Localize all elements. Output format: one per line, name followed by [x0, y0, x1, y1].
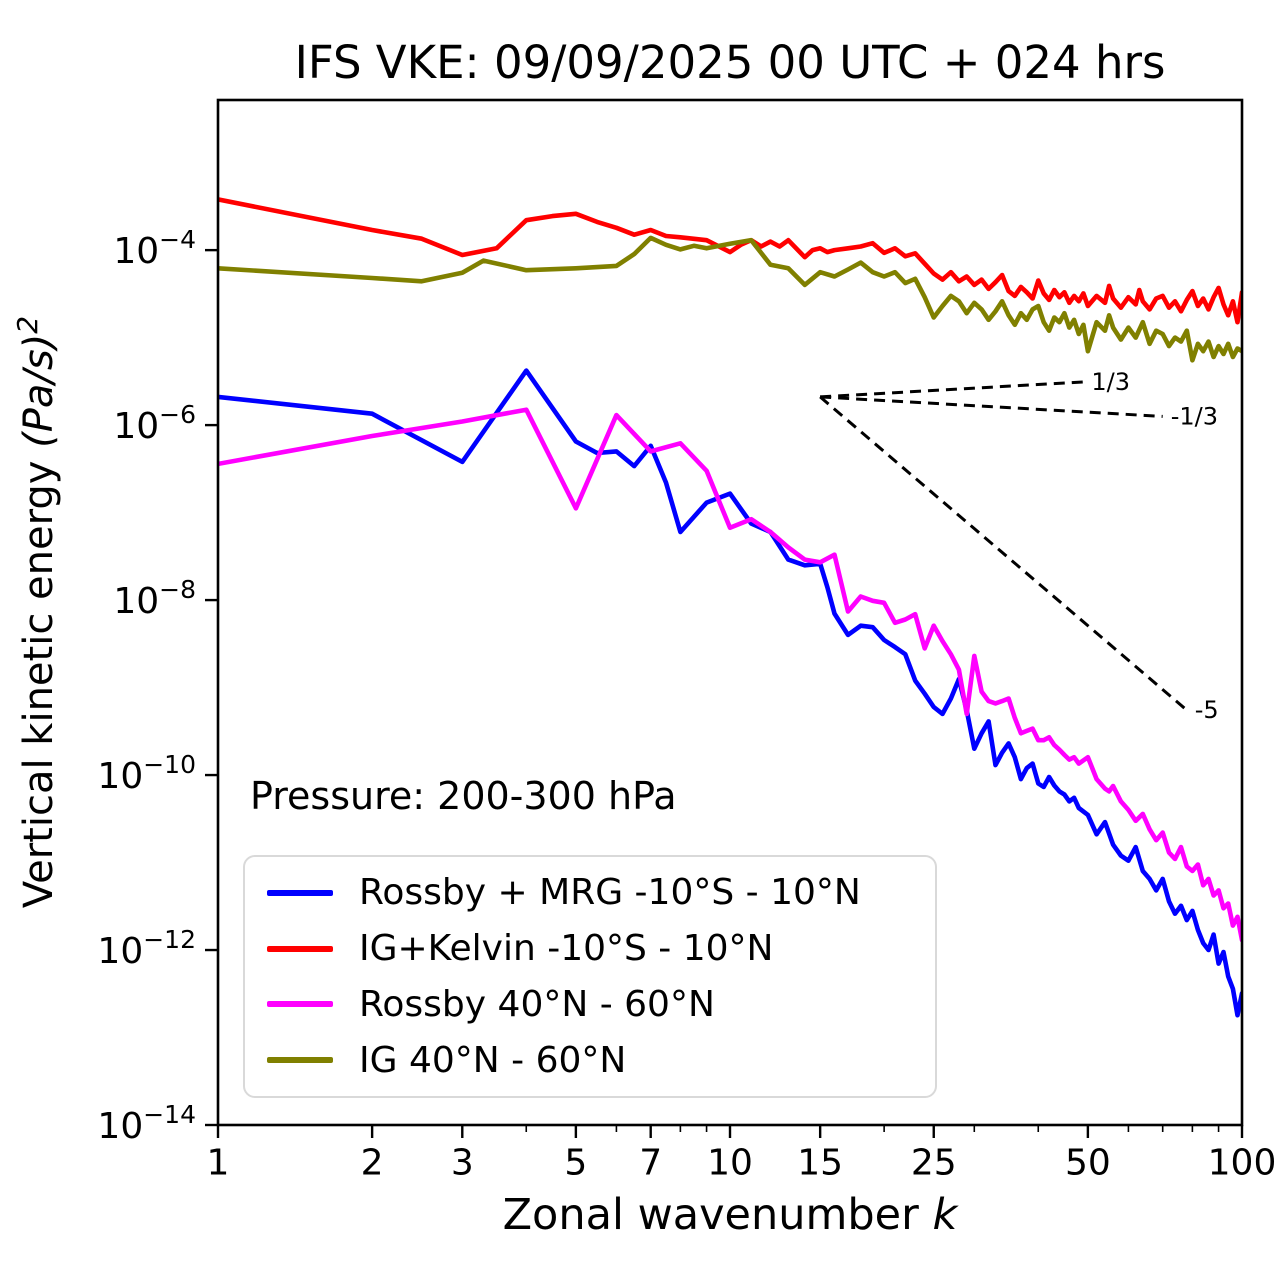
y-tick-label: 10−4 — [113, 225, 196, 272]
slope-line--1/3 — [820, 395, 1163, 418]
y-tick-label: 10−12 — [97, 925, 196, 972]
legend-item: Rossby + MRG -10°S - 10°N — [255, 872, 925, 913]
y-tick-label: 10−6 — [113, 400, 196, 447]
x-axis-label-math: k — [932, 1190, 958, 1240]
series-line-1 — [218, 197, 1242, 325]
pressure-annotation: Pressure: 200-300 hPa — [250, 774, 677, 818]
series-line-2 — [218, 407, 1242, 943]
legend-label: IG 40°N - 60°N — [359, 1039, 627, 1081]
x-tick-label: 5 — [564, 1143, 587, 1184]
legend-line-sample-magenta — [267, 1001, 333, 1008]
x-tick-label: 50 — [1065, 1143, 1111, 1184]
slope-line--5 — [819, 395, 1188, 712]
legend-line-sample-olive — [267, 1057, 333, 1064]
legend-line-sample-blue — [267, 889, 333, 896]
x-tick-label: 1 — [207, 1143, 230, 1184]
legend-label: Rossby + MRG -10°S - 10°N — [359, 872, 861, 914]
y-axis-label: Vertical kinetic energy (Pa/s)2 — [11, 316, 62, 908]
y-tick-label: 10−10 — [97, 750, 196, 797]
legend-line-sample-red — [267, 945, 333, 952]
legend-item: IG 40°N - 60°N — [255, 1040, 925, 1081]
legend-item: IG+Kelvin -10°S - 10°N — [255, 928, 925, 969]
slope-line-1/3 — [820, 380, 1084, 399]
x-tick-label: 100 — [1208, 1143, 1277, 1184]
series-line-3 — [218, 235, 1242, 363]
y-tick-label: 10−8 — [113, 575, 196, 622]
slope-label: -1/3 — [1171, 402, 1218, 430]
legend: Rossby + MRG -10°S - 10°N IG+Kelvin -10°… — [243, 855, 937, 1098]
slope-label: 1/3 — [1091, 368, 1130, 396]
legend-item: Rossby 40°N - 60°N — [255, 984, 925, 1025]
chart-title: IFS VKE: 09/09/2025 00 UTC + 024 hrs — [294, 36, 1166, 89]
legend-label: IG+Kelvin -10°S - 10°N — [359, 928, 774, 970]
x-axis-label-text: Zonal wavenumber — [502, 1190, 933, 1240]
x-tick-label: 2 — [361, 1143, 384, 1184]
x-axis-label: Zonal wavenumber k — [218, 1190, 1242, 1240]
x-tick-label: 15 — [797, 1143, 843, 1184]
x-tick-label: 10 — [707, 1143, 753, 1184]
x-tick-label: 25 — [911, 1143, 957, 1184]
y-tick-label: 10−14 — [97, 1100, 196, 1147]
x-tick-label: 7 — [639, 1143, 662, 1184]
plot-frame — [216, 98, 1244, 1127]
slope-label: -5 — [1195, 696, 1219, 724]
legend-label: Rossby 40°N - 60°N — [359, 983, 715, 1025]
x-tick-label: 3 — [451, 1143, 474, 1184]
